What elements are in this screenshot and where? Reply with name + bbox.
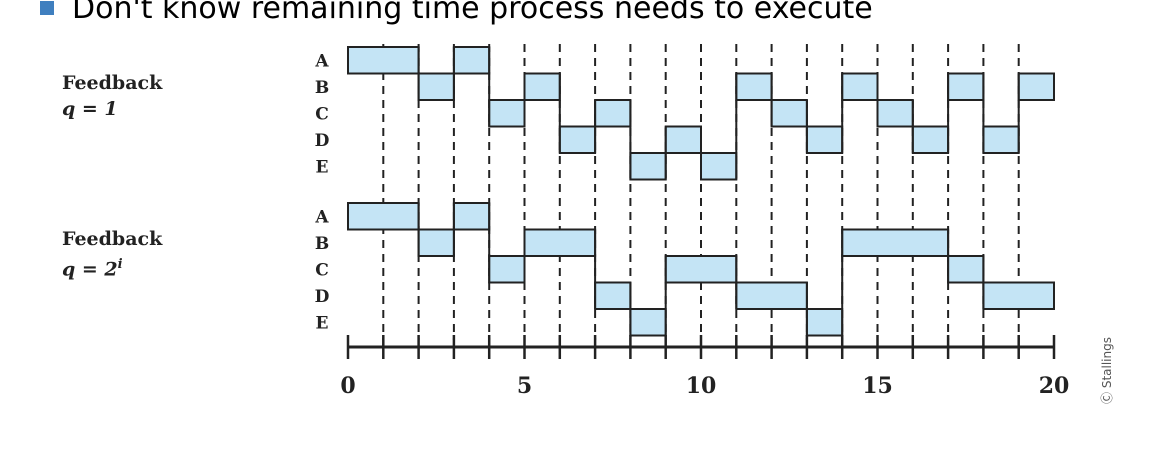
process-label-a: A <box>314 51 329 71</box>
run-bar-c <box>594 99 632 128</box>
run-bar-e <box>629 308 667 337</box>
process-label-c: C <box>315 260 329 280</box>
axis-tick-label: 20 <box>1039 373 1070 399</box>
run-bar-d <box>982 281 1056 310</box>
run-bar-a <box>452 202 491 231</box>
run-bar-c <box>876 99 914 128</box>
run-bar-d <box>735 281 808 310</box>
run-bar-e <box>700 152 738 181</box>
run-bar-d <box>594 281 632 310</box>
run-bar-b <box>841 72 879 101</box>
run-bar-d <box>558 125 597 154</box>
header-text: Don't know remaining time process needs … <box>72 0 873 26</box>
run-bar-b <box>947 72 985 101</box>
schedule-1-title: Feedback <box>62 72 163 94</box>
schedule-2-label: Feedback q = 2i <box>62 226 162 282</box>
run-bar-d <box>664 125 703 154</box>
run-bar-b <box>1017 72 1056 101</box>
axis-tick-label: 5 <box>517 373 532 399</box>
run-bar-e <box>629 152 667 181</box>
process-label-a: A <box>314 207 329 227</box>
process-label-e: E <box>316 157 329 177</box>
run-bar-e <box>805 308 844 337</box>
run-bar-d <box>805 125 844 154</box>
process-label-e: E <box>316 313 329 333</box>
process-label-d: D <box>315 287 330 307</box>
schedule-1-quantum: q = 1 <box>62 98 118 120</box>
run-bar-b <box>417 228 455 257</box>
schedule-2-title: Feedback <box>62 228 163 250</box>
run-bar-c <box>947 255 985 284</box>
run-bar-b <box>417 72 455 101</box>
schedule-2-quantum: q = 2i <box>62 257 123 281</box>
run-bar-b <box>841 228 950 257</box>
process-label-c: C <box>315 104 329 124</box>
run-bar-c <box>664 255 738 284</box>
process-label-b: B <box>315 234 329 254</box>
run-bar-a <box>347 202 420 231</box>
run-bar-d <box>982 125 1020 154</box>
square-bullet-icon <box>40 1 54 15</box>
run-bar-b <box>735 72 773 101</box>
schedule-1-label: Feedback q = 1 <box>62 70 162 122</box>
process-label-d: D <box>315 131 330 151</box>
header-line: Don't know remaining time process needs … <box>40 0 873 28</box>
run-bar-c <box>488 255 526 284</box>
run-bar-a <box>452 46 491 75</box>
run-bar-b <box>523 72 561 101</box>
credit-note: Ⓒ Stallings <box>1099 336 1114 404</box>
run-bar-c <box>488 99 526 128</box>
run-bar-d <box>911 125 950 154</box>
axis-tick-label: 15 <box>862 373 893 399</box>
run-bar-c <box>770 99 808 128</box>
axis-tick-label: 10 <box>686 373 717 399</box>
process-label-b: B <box>315 78 329 98</box>
axis-tick-label: 0 <box>340 373 355 399</box>
run-bar-b <box>523 228 597 257</box>
run-bar-a <box>347 46 420 75</box>
